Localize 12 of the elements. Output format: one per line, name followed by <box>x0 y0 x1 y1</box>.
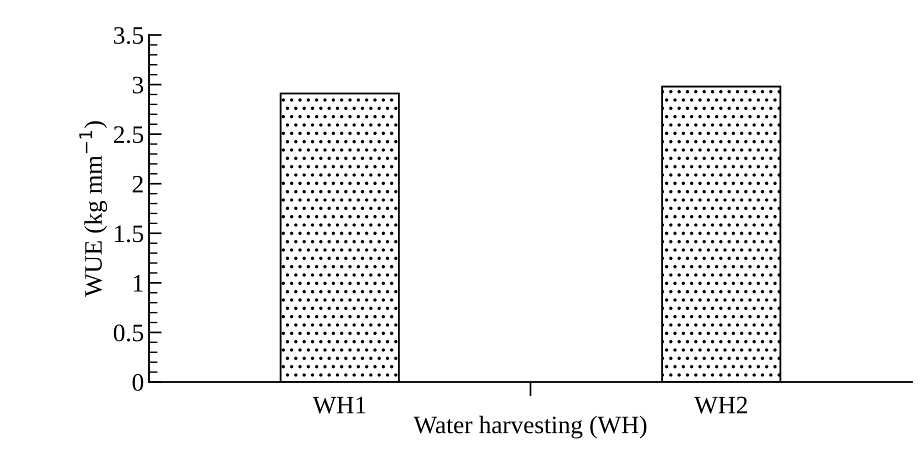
y-tick-label: 1 <box>134 275 143 292</box>
y-tick-label: 0 <box>132 374 144 391</box>
y-tick-label: 2.5 <box>114 126 144 144</box>
y-tick-label: 2 <box>132 176 143 192</box>
y-tick-label: 0.5 <box>114 324 144 342</box>
y-tick-label: 1.5 <box>115 225 144 242</box>
y-tick-label: 3 <box>132 76 144 94</box>
y-axis-title: WUE (kg mm$^{−1}$) <box>79 121 108 297</box>
y-tick-label: 3.5 <box>114 27 144 44</box>
x-tick-label: WH1 <box>312 396 366 414</box>
x-tick-label: WH2 <box>694 396 747 414</box>
x-axis-title: Water harvesting (WH) <box>414 416 646 439</box>
